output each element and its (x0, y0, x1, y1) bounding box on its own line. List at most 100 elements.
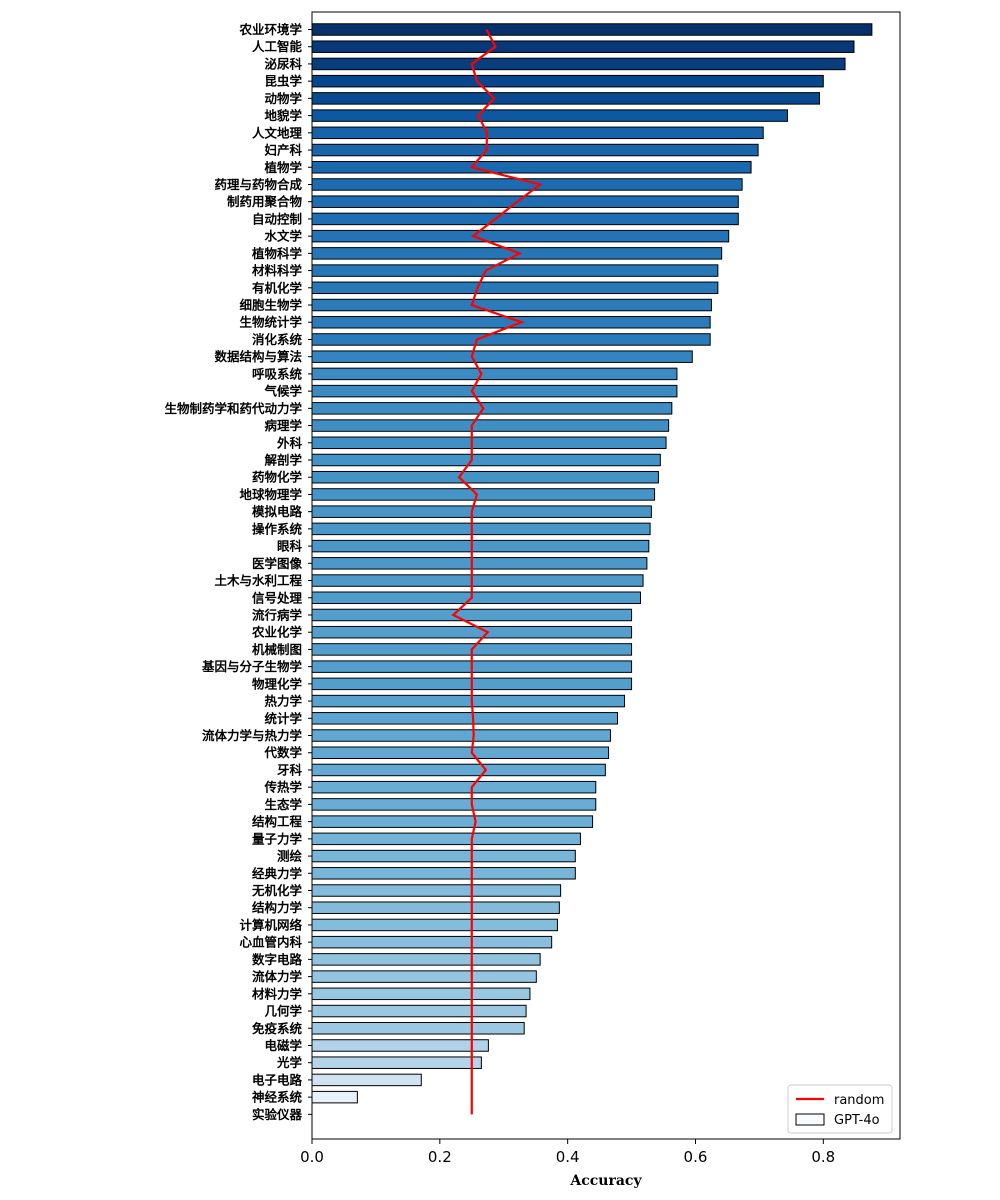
category-label: 病理学 (264, 418, 302, 433)
bar (311, 970, 537, 983)
bar (311, 557, 648, 570)
category-label: 药物化学 (252, 470, 303, 485)
category-label: 传热学 (263, 780, 302, 795)
bar (311, 832, 581, 846)
bar (311, 453, 661, 467)
bar (311, 729, 611, 742)
bar (311, 57, 846, 71)
bar (311, 780, 597, 794)
category-label: 基因与分子生物学 (201, 659, 303, 674)
category-label: 流行病学 (252, 607, 303, 622)
category-label: 动物学 (264, 91, 302, 106)
category-label: 无机化学 (251, 883, 303, 898)
bar (311, 1090, 358, 1104)
bar (311, 918, 558, 932)
bar (311, 350, 693, 363)
legend: random GPT-4o (787, 1084, 893, 1134)
bar (311, 384, 678, 398)
plot-frame (311, 11, 901, 1140)
legend-gpt4o-label: GPT-4o (834, 1113, 880, 1128)
category-label: 热力学 (264, 694, 302, 709)
category-label: 光学 (276, 1055, 303, 1070)
category-label: 地球物理学 (239, 487, 302, 502)
bars-group (311, 23, 873, 1104)
bar (311, 298, 712, 312)
category-label: 农业环境学 (238, 22, 302, 37)
category-label: 材料力学 (251, 986, 303, 1001)
bar (311, 1073, 422, 1087)
bar (311, 229, 730, 243)
category-label: 信号处理 (252, 590, 303, 605)
category-label: 量子力学 (252, 831, 303, 846)
category-label: 代数学 (263, 745, 302, 760)
category-label: 电子电路 (252, 1072, 303, 1087)
bar (311, 763, 606, 777)
bar (311, 574, 644, 587)
category-label: 机械制图 (252, 642, 302, 657)
bar (311, 74, 824, 88)
category-label: 操作系统 (252, 521, 303, 536)
bar (311, 367, 678, 381)
bar (311, 884, 562, 897)
category-label: 模拟电路 (252, 504, 303, 519)
bar (311, 126, 764, 140)
bar (311, 694, 626, 708)
bar (311, 746, 610, 759)
legend-gpt4o-swatch (795, 1113, 825, 1126)
category-label: 数字电路 (251, 952, 303, 967)
category-label: 农业化学 (251, 625, 303, 640)
category-label: 材料科学 (251, 263, 303, 278)
bar (311, 40, 855, 53)
category-label: 解剖学 (264, 453, 302, 468)
x-tick-label: 0.8 (811, 1148, 835, 1166)
category-label: 结构工程 (252, 814, 303, 829)
bar (311, 935, 553, 949)
category-label: 实验仪器 (252, 1107, 303, 1122)
x-tick-label: 0.6 (684, 1148, 708, 1166)
category-label: 植物科学 (251, 246, 303, 261)
category-labels: 农业环境学人工智能泌尿科昆虫学动物学地貌学人文地理妇产科植物学药理与药物合成制药… (164, 22, 312, 1122)
random-series-line (451, 28, 543, 1115)
bar (311, 505, 652, 518)
category-label: 计算机网络 (239, 917, 302, 932)
bar (311, 470, 659, 484)
category-label: 经典力学 (252, 866, 303, 881)
bar (311, 195, 739, 208)
category-label: 几何学 (264, 1004, 302, 1019)
category-label: 统计学 (264, 711, 302, 726)
category-label: 心血管内科 (239, 935, 302, 950)
category-label: 测绘 (277, 849, 303, 864)
bar (311, 212, 739, 226)
bar (311, 23, 873, 36)
bar (311, 281, 719, 295)
category-label: 细胞生物学 (239, 298, 302, 313)
bar (311, 161, 752, 174)
category-label: 人工智能 (252, 39, 303, 54)
category-label: 消化系统 (252, 332, 303, 347)
bar (311, 867, 576, 880)
bar (311, 522, 651, 536)
bar (311, 402, 673, 415)
legend-random-label: random (834, 1093, 884, 1108)
category-label: 药理与药物合成 (214, 177, 302, 192)
category-label: 生物统计学 (239, 315, 302, 330)
bar (311, 539, 650, 553)
category-label: 医学图像 (252, 556, 303, 571)
category-label: 电磁学 (264, 1038, 302, 1053)
category-label: 气候学 (263, 384, 302, 399)
bar (311, 953, 541, 966)
bar (311, 591, 642, 605)
category-label: 呼吸系统 (252, 366, 303, 381)
bar (311, 1039, 489, 1052)
category-label: 昆虫学 (264, 74, 302, 89)
bar (311, 92, 820, 105)
category-label: 流体力学 (252, 969, 303, 984)
category-label: 妇产科 (263, 143, 302, 158)
x-tick-label: 0.4 (556, 1148, 580, 1166)
bar (311, 849, 576, 863)
x-tick-label: 0.2 (428, 1148, 452, 1166)
category-label: 有机化学 (252, 280, 303, 295)
bar (311, 987, 531, 1001)
bar (311, 1056, 482, 1069)
bar (311, 901, 560, 914)
